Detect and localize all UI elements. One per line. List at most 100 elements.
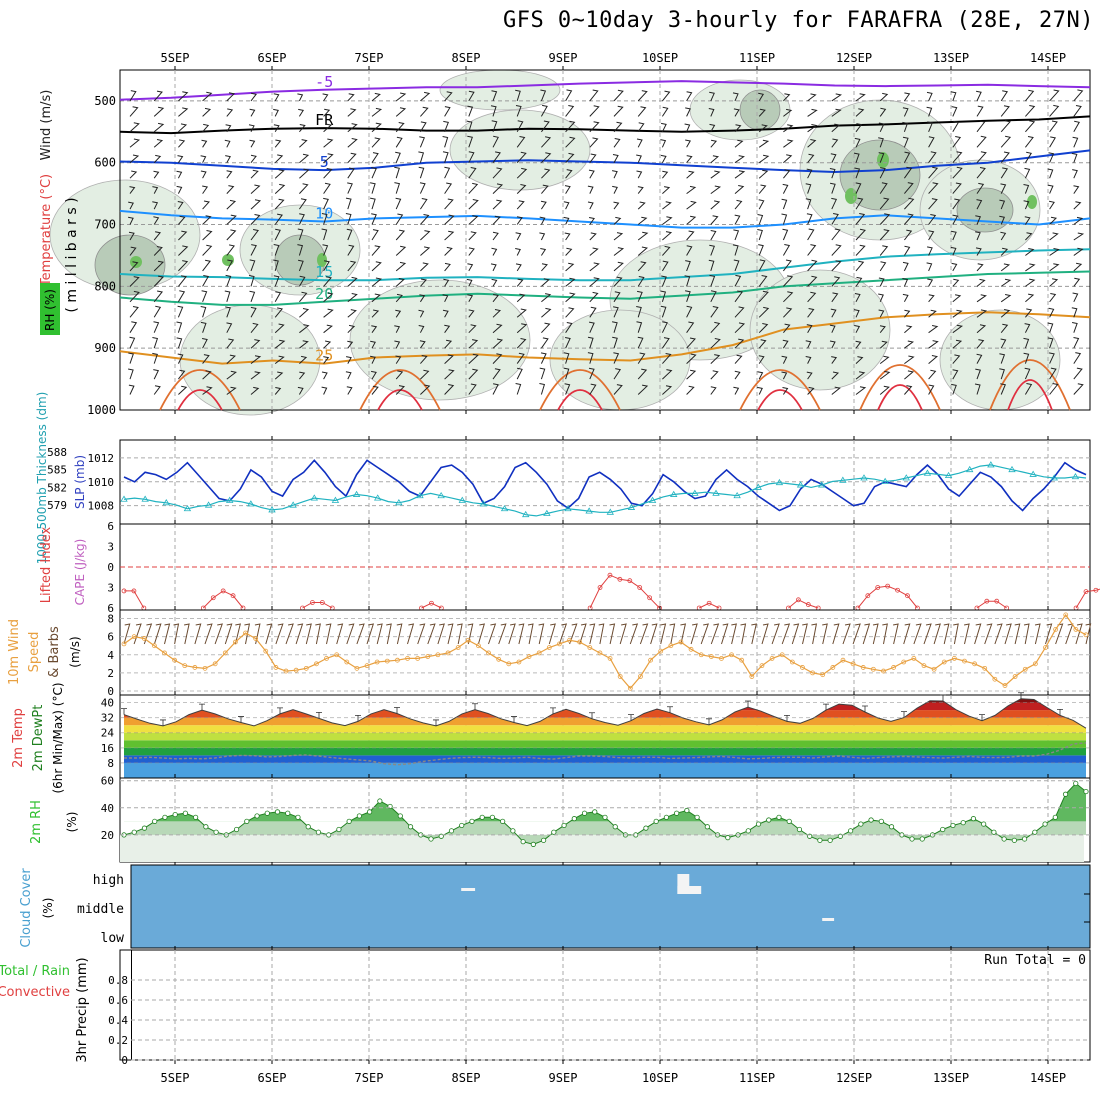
wind-barb <box>444 262 451 272</box>
wind-barb <box>952 354 961 364</box>
wind-barb <box>418 166 425 179</box>
wind-barb <box>758 124 768 133</box>
wind-barb <box>250 184 261 194</box>
wind-speed-marker <box>222 650 228 656</box>
wind-barb <box>225 306 231 318</box>
wind-speed-marker <box>860 665 866 670</box>
wind-barb <box>370 182 376 194</box>
wind-barb <box>1000 247 1009 256</box>
wind-barb <box>1073 105 1082 117</box>
wind-barb <box>467 135 473 148</box>
wind-barb <box>128 231 135 241</box>
wind-barb <box>250 339 261 349</box>
temp-tick-label: 16 <box>101 742 114 755</box>
wind-barb <box>855 244 866 256</box>
thickness-marker <box>120 495 128 502</box>
wind-barb <box>274 339 286 349</box>
surface-wind-barb <box>589 623 596 645</box>
rh-marker <box>500 818 506 824</box>
wind-barb <box>976 135 987 148</box>
wind-barb <box>541 152 552 164</box>
wind-barb <box>613 352 620 364</box>
wind-barb <box>1047 168 1054 179</box>
wind-barb <box>831 371 840 380</box>
thickness-marker <box>839 476 847 483</box>
surface-wind-barb <box>538 623 545 645</box>
wind-barb <box>176 185 183 194</box>
wind-barb <box>395 370 404 380</box>
wind-barb <box>758 244 764 256</box>
wind-barb <box>176 321 183 333</box>
wind-barb <box>783 323 791 334</box>
wind-barb <box>442 309 449 318</box>
wind-barb <box>855 228 866 241</box>
rh-marker <box>264 810 270 816</box>
wind-barb <box>371 122 382 133</box>
rh-marker <box>530 841 536 847</box>
wind-barb <box>612 336 618 349</box>
wind-barb <box>516 352 525 364</box>
wind-barb <box>1000 231 1007 241</box>
wind-barb <box>662 170 669 179</box>
wind-barb <box>952 198 961 210</box>
thickness-marker <box>923 469 932 476</box>
wind-speed-marker <box>395 657 400 663</box>
cloud-layer-label-middle: middle <box>77 902 124 917</box>
wind-barb <box>1073 352 1082 364</box>
wind-barb <box>589 232 597 241</box>
temp-line <box>123 698 1087 729</box>
wind-barb <box>177 290 186 303</box>
lifted-index-line <box>589 574 660 609</box>
wind-barb <box>636 321 643 333</box>
wind-barb <box>928 151 937 163</box>
wind-barb <box>323 324 333 334</box>
wind-barb <box>710 354 721 364</box>
wind-barb <box>805 356 812 364</box>
surface-wind-barb <box>771 623 780 645</box>
wind-barb <box>637 90 648 102</box>
wind-barb <box>466 278 473 287</box>
wind-barb <box>904 370 915 380</box>
wind-barb <box>153 122 165 133</box>
wind-barb <box>1047 184 1054 194</box>
wind-barb <box>879 261 887 272</box>
rh-marker <box>336 826 342 833</box>
surface-wind-barb <box>427 623 436 645</box>
wind-barb <box>613 291 621 303</box>
wind-speed-marker <box>789 659 795 665</box>
wind-barb <box>952 214 959 225</box>
wind-barb <box>686 337 696 349</box>
wind-barb <box>202 123 210 133</box>
wind-barb <box>952 294 962 303</box>
wind-barb <box>952 151 963 164</box>
wind-barb <box>879 213 891 225</box>
surface-wind-barb <box>579 623 587 645</box>
wind-barb <box>323 153 334 164</box>
surface-wind-barb <box>1085 623 1092 645</box>
thickness-marker <box>289 501 297 508</box>
wind-barb <box>418 309 425 318</box>
wind-barb <box>299 124 306 133</box>
wind-speed-marker <box>344 659 350 665</box>
wind-barb <box>1023 337 1030 349</box>
rh-marker <box>377 798 383 804</box>
wind-barb <box>686 185 697 195</box>
rh-label-bg <box>40 283 60 335</box>
thickness-marker <box>712 489 720 496</box>
wind-speed-marker <box>567 637 572 643</box>
surface-wind-barb <box>173 623 180 645</box>
wind-speed-marker <box>1083 632 1089 638</box>
surface-wind-barb <box>852 623 861 645</box>
rh-marker <box>970 816 977 822</box>
lifted-index-marker <box>597 585 603 590</box>
rh-marker <box>827 837 833 843</box>
wind-barb <box>951 230 957 241</box>
wind-barb <box>710 170 721 179</box>
wind-barb <box>395 229 406 241</box>
wind-barb <box>879 229 890 241</box>
temp-minmax-marker <box>550 707 556 714</box>
wind-barb <box>758 290 769 303</box>
wind-barb <box>248 124 255 133</box>
wind-barb <box>1048 152 1055 163</box>
lifted-index-marker <box>429 600 434 606</box>
